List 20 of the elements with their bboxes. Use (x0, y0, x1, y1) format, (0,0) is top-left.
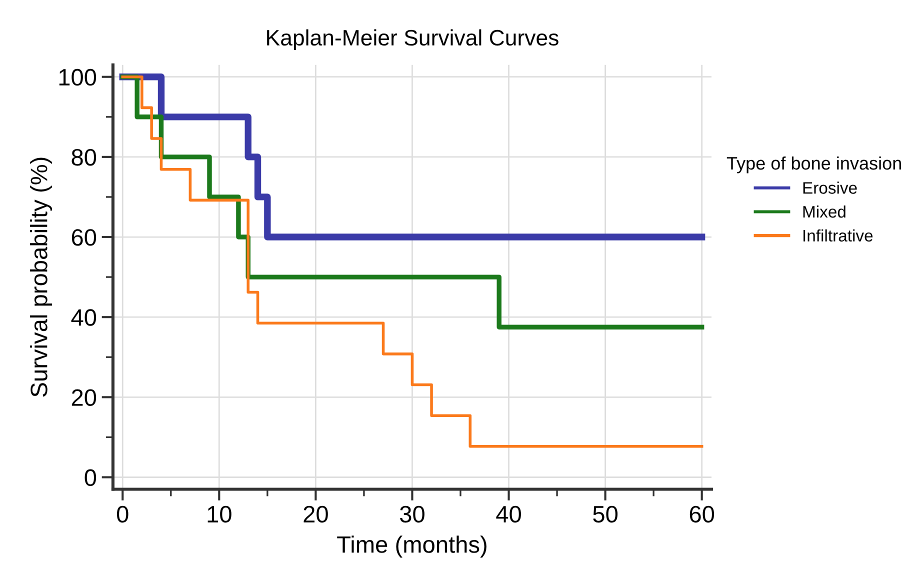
x-axis-title: Time (months) (337, 536, 486, 558)
x-tick-label: 40 (496, 506, 521, 523)
y-tick-label: 60 (72, 229, 96, 246)
x-tick-label: 30 (400, 506, 424, 523)
legend-label: Erosive (803, 182, 857, 194)
y-tick-label: 0 (84, 469, 96, 486)
x-tick-label: 20 (304, 506, 328, 523)
x-tick-label: 60 (690, 506, 714, 523)
y-tick-label: 100 (59, 68, 96, 86)
x-tick-label: 10 (208, 506, 232, 523)
legend-label: Mixed (803, 205, 846, 218)
legend-title: Type of bone invasion (726, 156, 901, 174)
legend-label: Infiltrative (804, 229, 873, 242)
y-tick-label: 80 (72, 149, 96, 166)
chart-title: Kaplan-Meier Survival Curves (267, 29, 558, 50)
y-tick-label: 40 (71, 309, 96, 326)
x-tick-label: 0 (116, 506, 128, 523)
y-tick-label: 20 (72, 389, 96, 406)
y-axis-title: Survival probability (%) (30, 158, 52, 397)
x-tick-label: 50 (593, 506, 618, 523)
